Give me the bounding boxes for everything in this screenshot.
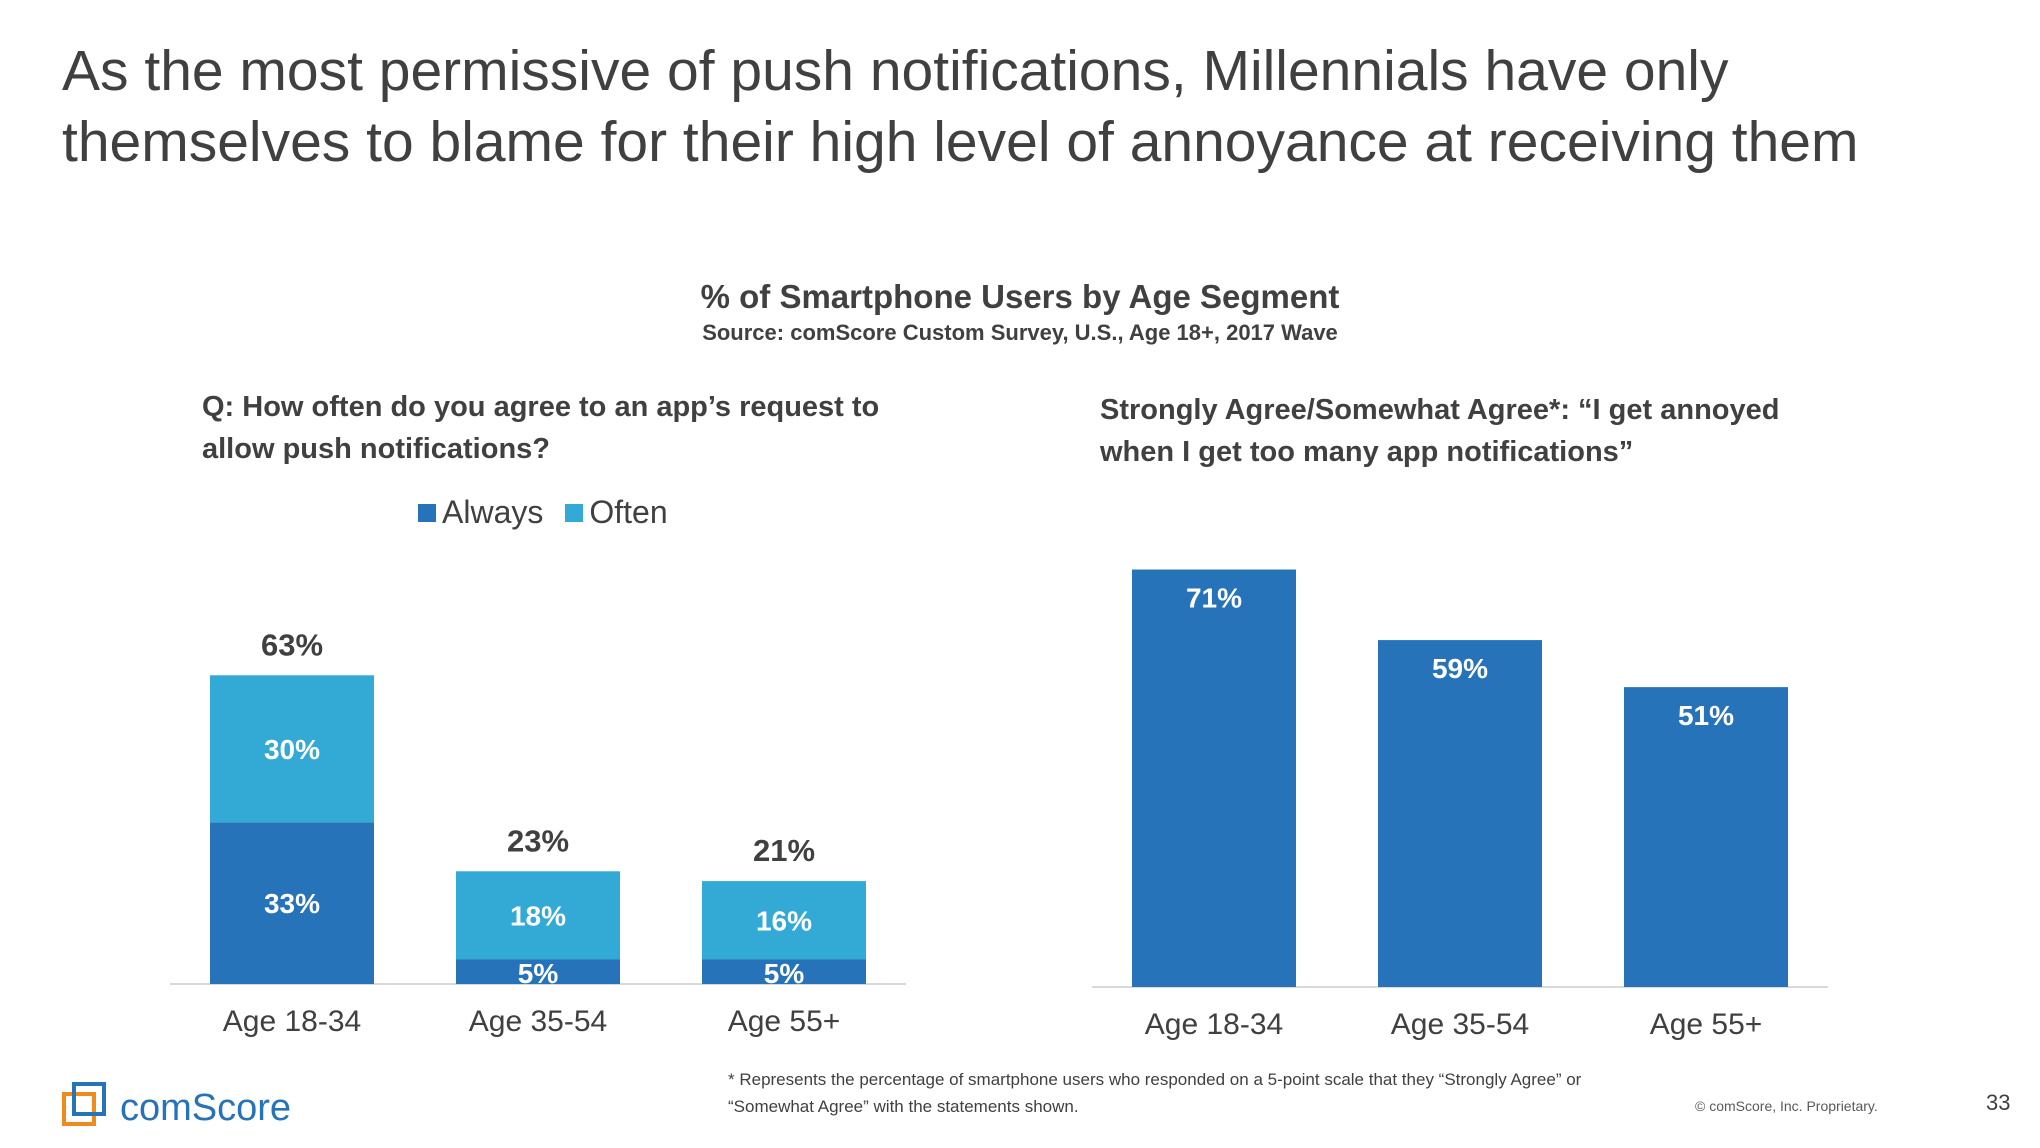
data-label-always-1: 33% [264, 888, 320, 919]
x-tick-label-right-1: Age 18-34 [1145, 1008, 1283, 1041]
right-chart-question: Strongly Agree/Somewhat Agree*: “I get a… [1100, 394, 1780, 468]
bar-always-2 [456, 959, 620, 984]
x-tick-label-left-3: Age 55+ [728, 1005, 841, 1038]
bar-always-3 [702, 959, 866, 984]
bar-agree-3 [1624, 687, 1788, 987]
bar-agree-1 [1132, 569, 1296, 987]
data-label-agree-3: 51% [1678, 700, 1734, 731]
data-label-agree-2: 59% [1432, 653, 1488, 684]
bar-often-3 [702, 881, 866, 960]
legend-label-always: Always [442, 494, 544, 530]
x-tick-label-right-3: Age 55+ [1650, 1008, 1763, 1041]
page-number: 33 [1986, 1090, 2011, 1115]
x-tick-label-right-2: Age 35-54 [1391, 1008, 1529, 1041]
bar-often-1 [210, 675, 374, 823]
data-label-often-1: 30% [264, 734, 320, 765]
total-label-3: 21% [753, 833, 815, 868]
copyright: © comScore, Inc. Proprietary. [1695, 1098, 1878, 1114]
data-label-often-2: 18% [510, 900, 566, 931]
comscore-logo-mark: comScore [62, 1082, 291, 1129]
chart-source: Source: comScore Custom Survey, U.S., Ag… [702, 320, 1338, 345]
comscore-logo: comScore [62, 1080, 362, 1135]
data-label-often-3: 16% [756, 905, 812, 936]
legend-item-always: Always [418, 494, 543, 531]
footnote: * Represents the percentage of smartphon… [728, 1070, 1582, 1116]
legend-item-often: Often [565, 494, 668, 531]
data-label-agree-1: 71% [1186, 583, 1242, 614]
data-label-always-3: 5% [764, 958, 805, 989]
x-tick-label-left-2: Age 35-54 [469, 1005, 607, 1038]
legend-swatch-always [418, 503, 436, 522]
left-chart-question: Q: How often do you agree to an app’s re… [202, 391, 880, 465]
chart-title: % of Smartphone Users by Age Segment [700, 278, 1340, 315]
comscore-logo-text: comScore [120, 1087, 291, 1129]
bar-often-2 [456, 871, 620, 960]
data-label-always-2: 5% [518, 958, 559, 989]
total-label-1: 63% [261, 627, 323, 662]
x-tick-label-left-1: Age 18-34 [223, 1005, 361, 1038]
slide-title: As the most permissive of push notificat… [62, 39, 1859, 174]
legend-swatch-often [565, 503, 584, 522]
total-label-2: 23% [507, 823, 569, 858]
legend-label-often: Often [589, 494, 668, 530]
bar-agree-2 [1378, 640, 1542, 987]
legend: Always Often [418, 494, 690, 531]
bar-always-1 [210, 822, 374, 984]
